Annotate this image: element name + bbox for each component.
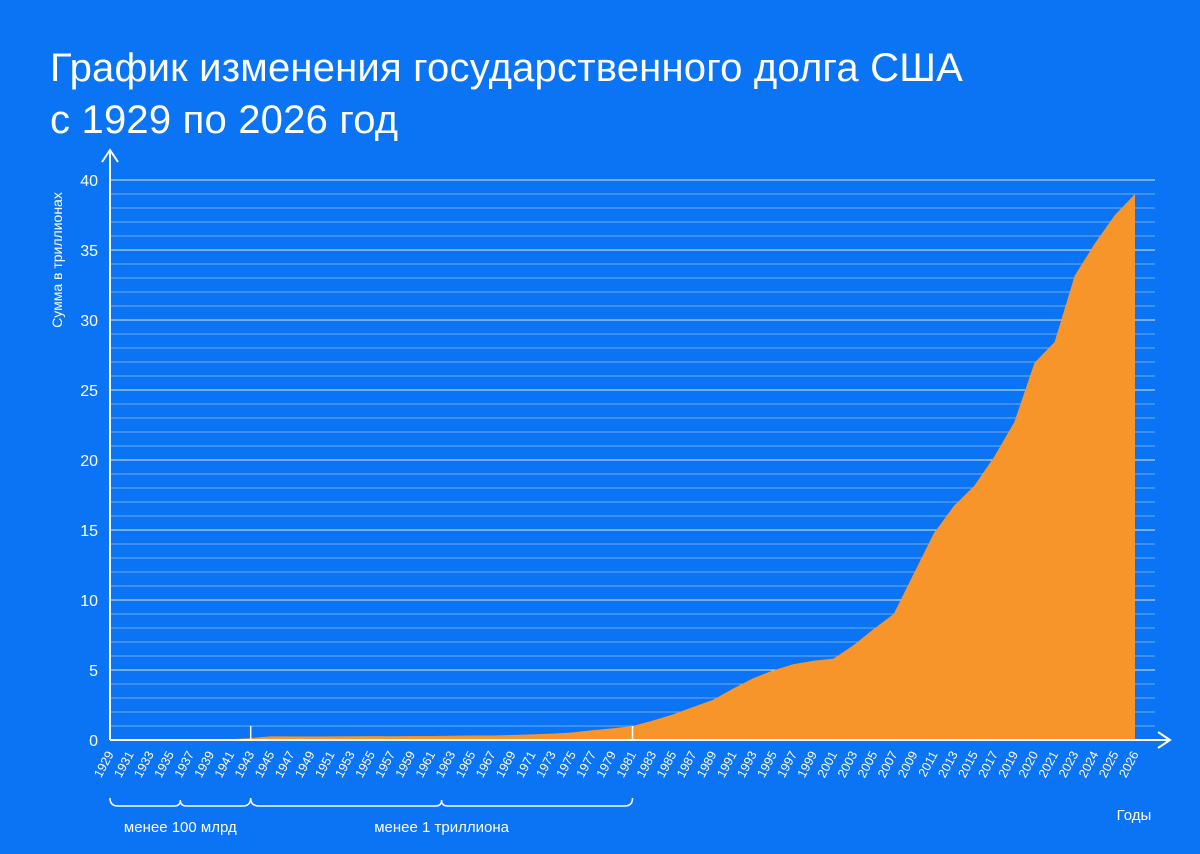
y-tick-labels: 0 5 10 15 20 25 30 35 40 <box>80 173 98 750</box>
y-tick-label: 10 <box>80 593 98 610</box>
chart-title-line-1: График изменения государственного долга … <box>50 46 964 90</box>
y-tick-label: 0 <box>89 733 98 750</box>
y-axis-label: Сумма в триллионах <box>49 192 65 328</box>
y-tick-label: 15 <box>80 523 98 540</box>
y-tick-label: 40 <box>80 173 98 190</box>
y-tick-label: 5 <box>89 663 98 680</box>
x-tick-label: 2026 <box>1116 749 1141 780</box>
axes <box>101 148 1172 749</box>
bracket-line <box>109 797 252 807</box>
x-axis-arrow <box>1157 731 1172 749</box>
y-tick-label: 35 <box>80 243 98 260</box>
bracket-label: менее 100 млрд <box>124 819 237 836</box>
x-tick-label: 2009 <box>895 749 920 780</box>
bracket-line <box>249 797 634 807</box>
range-brackets: менее 100 млрд менее 1 триллиона <box>109 797 634 836</box>
debt-area <box>110 194 1135 740</box>
y-axis-arrow <box>101 148 119 163</box>
bracket-label: менее 1 триллиона <box>374 819 509 836</box>
y-tick-label: 25 <box>80 383 98 400</box>
chart-title-line-2: с 1929 по 2026 год <box>50 98 399 142</box>
x-tick-labels: 1929193119331935193719391941194319451947… <box>91 749 1141 780</box>
x-axis-label: Годы <box>1117 807 1152 824</box>
chart-title: График изменения государственного долга … <box>50 42 963 146</box>
y-tick-label: 30 <box>80 313 98 330</box>
y-tick-label: 20 <box>80 453 98 470</box>
